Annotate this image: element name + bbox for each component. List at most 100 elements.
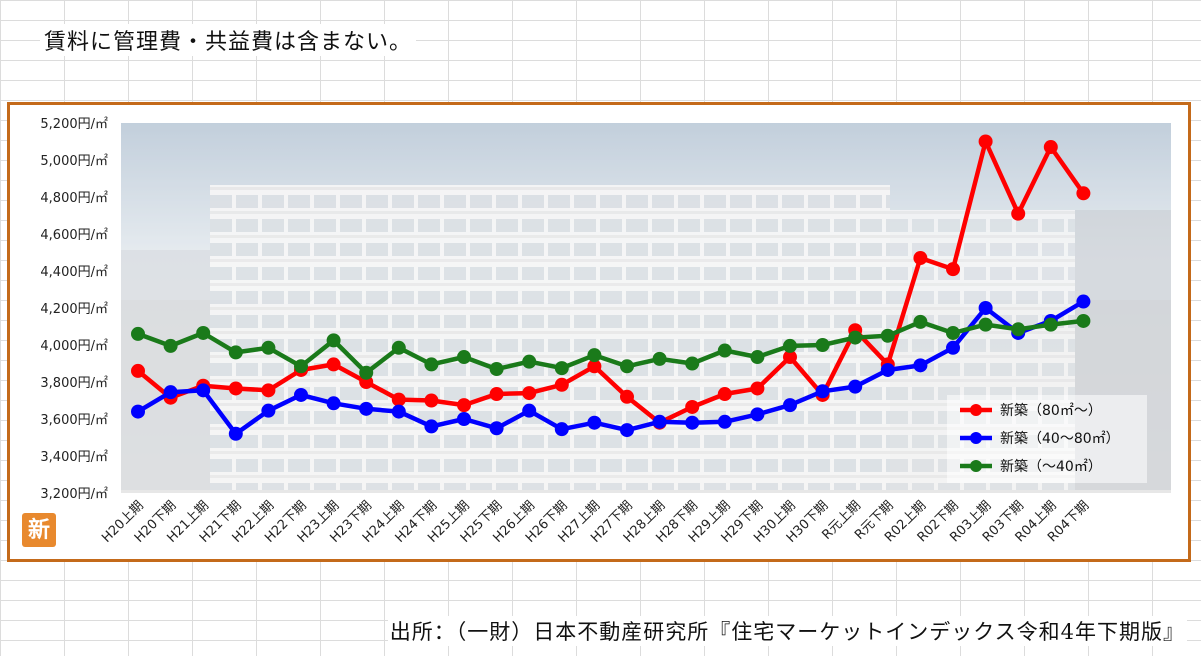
data-point xyxy=(554,422,569,437)
data-point xyxy=(554,377,569,392)
data-point xyxy=(163,338,178,353)
data-point xyxy=(424,357,439,372)
y-tick-label: 4,200円/㎡ xyxy=(40,302,108,317)
data-point xyxy=(131,326,145,341)
y-tick-label: 3,200円/㎡ xyxy=(40,487,108,502)
y-tick-label: 5,200円/㎡ xyxy=(40,117,108,132)
data-point xyxy=(359,401,374,416)
data-point xyxy=(1011,322,1026,337)
source-citation: 出所：（一財）日本不動産研究所『住宅マーケットインデックス令和4年下期版』 xyxy=(387,616,1187,646)
data-point xyxy=(815,338,830,352)
data-point xyxy=(1043,317,1058,332)
data-point xyxy=(391,404,406,419)
data-point xyxy=(326,333,341,348)
data-point xyxy=(620,423,634,438)
data-point xyxy=(1076,186,1091,201)
data-point xyxy=(978,301,993,315)
data-point xyxy=(685,415,700,430)
legend-label: 新築（40～80㎡） xyxy=(1000,431,1120,447)
data-point xyxy=(946,262,960,277)
data-point xyxy=(294,359,308,374)
data-point xyxy=(783,338,797,353)
y-tick-label: 4,600円/㎡ xyxy=(40,228,108,243)
legend-swatch-marker xyxy=(970,460,982,472)
data-point xyxy=(163,385,178,400)
data-point xyxy=(489,387,504,402)
data-point xyxy=(587,415,602,430)
data-point xyxy=(457,398,471,413)
data-point xyxy=(326,396,341,411)
data-point xyxy=(913,314,928,329)
data-point xyxy=(913,358,928,373)
series-lines xyxy=(131,134,1091,441)
data-point xyxy=(880,362,895,377)
data-point xyxy=(228,381,243,396)
data-point xyxy=(587,359,602,374)
data-point xyxy=(717,414,732,429)
data-point xyxy=(978,317,993,332)
data-point xyxy=(587,348,602,363)
data-point xyxy=(1043,140,1058,155)
data-point xyxy=(261,383,276,398)
y-axis: 3,200円/㎡ 3,400円/㎡ 3,600円/㎡ 3,800円/㎡ 4,000円/㎡… xyxy=(40,117,108,502)
data-point xyxy=(131,363,145,378)
data-point xyxy=(750,350,765,365)
data-point xyxy=(489,421,504,436)
data-point xyxy=(196,383,211,398)
y-tick-label: 3,600円/㎡ xyxy=(40,413,108,428)
data-point xyxy=(522,386,537,401)
data-point xyxy=(522,354,537,369)
data-point xyxy=(620,389,634,404)
data-point xyxy=(685,399,700,414)
data-point xyxy=(457,350,471,365)
data-point xyxy=(848,379,863,394)
legend-label: 新築（80㎡～） xyxy=(1000,403,1102,419)
series-group xyxy=(131,313,1091,380)
new-build-badge: 新 xyxy=(22,513,56,547)
data-point xyxy=(424,393,439,408)
series-group xyxy=(131,294,1091,441)
data-point xyxy=(783,350,797,365)
y-tick-label: 3,400円/㎡ xyxy=(40,450,108,465)
data-point xyxy=(717,343,732,358)
data-point xyxy=(131,404,145,419)
data-point xyxy=(620,359,634,374)
data-point xyxy=(391,392,406,407)
data-point xyxy=(946,325,960,340)
legend-swatch-marker xyxy=(970,432,982,444)
data-point xyxy=(196,325,211,340)
data-point xyxy=(424,419,439,434)
data-point xyxy=(652,414,667,429)
data-point xyxy=(1011,206,1026,221)
data-point xyxy=(1076,313,1091,328)
legend-swatch-marker xyxy=(970,404,982,416)
data-point xyxy=(261,403,276,418)
y-tick-label: 4,800円/㎡ xyxy=(40,191,108,206)
data-point xyxy=(946,340,960,355)
data-point xyxy=(228,426,243,441)
data-point xyxy=(391,340,406,355)
data-point xyxy=(261,340,276,355)
x-axis: H20上期H20下期H21上期H21下期H22上期H22下期H23上期H23下期… xyxy=(99,498,1092,546)
y-tick-label: 4,000円/㎡ xyxy=(40,339,108,354)
data-point xyxy=(815,384,830,399)
data-point xyxy=(457,412,471,426)
data-point xyxy=(880,328,895,343)
series-group xyxy=(131,134,1091,430)
legend-label: 新築（～40㎡） xyxy=(1000,459,1102,475)
data-point xyxy=(228,345,243,360)
data-point xyxy=(326,357,341,372)
data-point xyxy=(783,398,797,413)
data-point xyxy=(717,387,732,402)
data-point xyxy=(1076,294,1091,309)
y-tick-label: 3,800円/㎡ xyxy=(40,376,108,391)
data-point xyxy=(554,361,569,376)
data-point xyxy=(750,407,765,422)
data-point xyxy=(359,365,374,380)
data-point xyxy=(978,134,993,149)
data-point xyxy=(685,356,700,371)
data-point xyxy=(848,330,863,345)
data-point xyxy=(522,403,537,418)
y-tick-label: 5,000円/㎡ xyxy=(40,154,108,169)
